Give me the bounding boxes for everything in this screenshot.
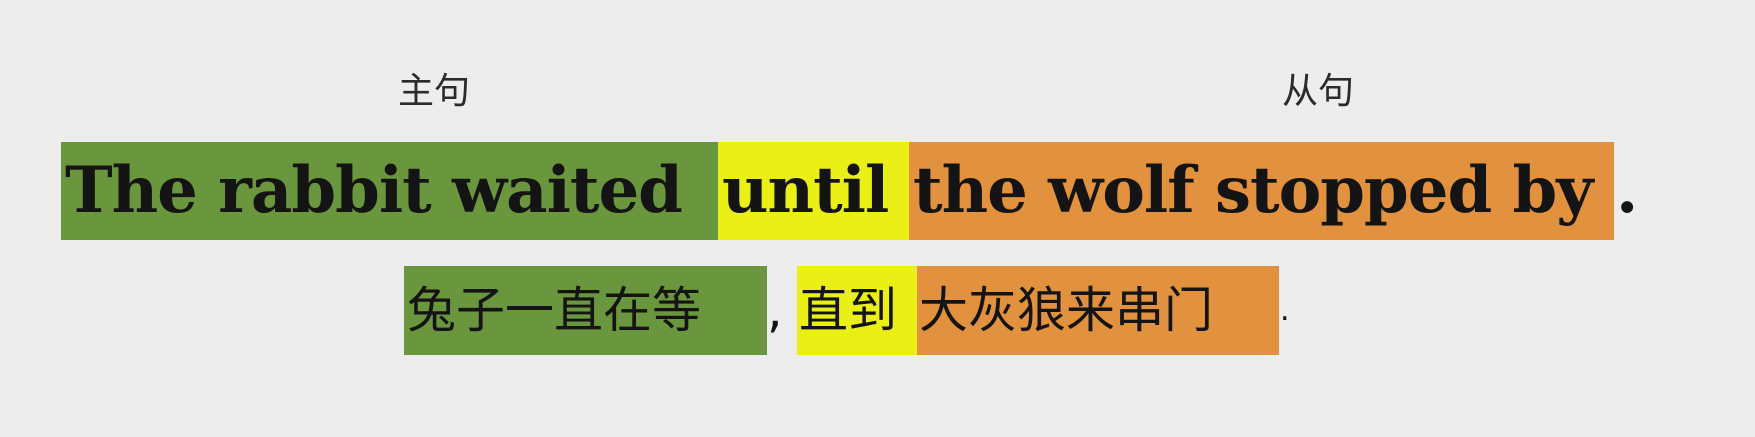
english-conjunction: until [718,142,909,240]
main-clause-label: 主句 [398,71,471,112]
english-main-clause: The rabbit waited [61,142,718,240]
english-subordinate-clause: the wolf stopped by [909,142,1614,240]
chinese-main-clause: 兔子一直在等 [404,266,767,355]
english-end-punctuation: . [1616,153,1638,228]
chinese-end-punctuation: . [1280,293,1290,328]
chinese-conjunction: 直到 [797,266,917,355]
chinese-comma: , [767,282,783,339]
chinese-subordinate-clause: 大灰狼来串门 [917,266,1279,355]
subordinate-clause-label: 从句 [1282,71,1355,112]
